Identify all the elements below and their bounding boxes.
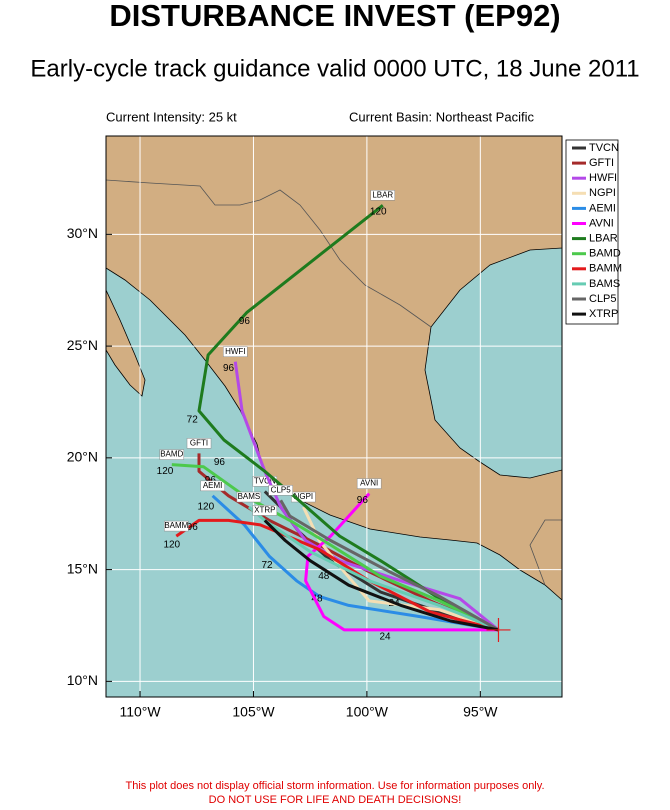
- tag-box: [370, 190, 396, 201]
- y-tick-label: 10°N: [67, 672, 98, 688]
- axes: 110°W 105°W 100°W 95°W 10°N 15°N 20°N 25°N 30°N: [67, 225, 499, 720]
- track: [263, 519, 499, 632]
- subtitle: Early-cycle track guidance valid 0000 UT…: [30, 55, 639, 82]
- legend-label: XTRP: [589, 308, 618, 320]
- legend-label: BAMS: [589, 278, 620, 290]
- border: [106, 179, 432, 328]
- track: [279, 499, 500, 632]
- tag-box: [236, 491, 262, 503]
- legend-label: LBAR: [589, 233, 618, 245]
- land: [106, 136, 562, 601]
- tracks: 2448TVCN96GFTI96HWFINGPI4872120AEMI2496A…: [157, 190, 511, 642]
- legend-label: AEMI: [589, 202, 616, 214]
- tag-box: [268, 485, 293, 496]
- legend: [565, 139, 619, 325]
- track: [197, 453, 500, 632]
- legend-label: HWFI: [589, 172, 617, 184]
- tag-box: [200, 480, 225, 492]
- x-tick-label: 95°W: [463, 704, 498, 720]
- tag-box: [159, 449, 185, 460]
- hour-label: 24: [379, 631, 391, 642]
- hour-label: 96: [214, 457, 226, 468]
- tag-box: [164, 520, 189, 532]
- initial-position: [486, 617, 511, 642]
- track: [171, 463, 500, 632]
- hour-label: 72: [187, 414, 199, 425]
- hour-label: 120: [163, 540, 180, 551]
- title: DISTURBANCE INVEST (EP92): [109, 0, 560, 33]
- tag-box: [186, 438, 212, 449]
- x-tick-label: 110°W: [119, 704, 161, 720]
- tag-label: BAMM: [164, 521, 188, 530]
- x-tick-label: 100°W: [346, 704, 389, 720]
- x-tick-label: 105°W: [232, 704, 275, 720]
- y-tick-label: 15°N: [67, 560, 98, 576]
- legend-entries: TVCN GFTI HWFI NGPI AEMI AVNI LBAR BAMD BAMM BAMS…: [572, 142, 622, 320]
- hour-label: 120: [157, 466, 174, 477]
- tag-label: TVCN: [254, 476, 276, 485]
- tag-box: [252, 505, 278, 516]
- hour-label: 96: [239, 316, 251, 327]
- legend-label: GFTI: [589, 157, 614, 169]
- disclaimer: This plot does not display official stor…: [125, 780, 544, 792]
- hour-label: 96: [357, 495, 369, 506]
- basin: Current Basin: Northeast Pacific: [349, 109, 534, 124]
- hour-label: 72: [262, 560, 274, 571]
- track: [233, 361, 500, 632]
- legend-label: NGPI: [589, 187, 616, 199]
- track: [247, 505, 500, 632]
- tag-label: AEMI: [203, 481, 223, 490]
- legend-label: CLP5: [589, 293, 617, 305]
- tag-label: CLP5: [271, 485, 292, 494]
- hour-label: 120: [197, 502, 214, 513]
- baja: [106, 289, 146, 397]
- tag-label: AVNI: [360, 479, 378, 488]
- grid: [106, 136, 562, 697]
- legend-label: BAMM: [589, 263, 622, 275]
- hour-label: 96: [205, 475, 217, 486]
- frame: [105, 135, 563, 698]
- y-tick-label: 30°N: [67, 225, 98, 241]
- tag-label: BAMD: [160, 450, 183, 459]
- tag-label: HWFI: [225, 347, 245, 356]
- border: [529, 519, 562, 586]
- tag-box: [223, 346, 248, 357]
- map-area: 2448TVCN96GFTI96HWFINGPI4872120AEMI2496A…: [106, 136, 562, 697]
- tag-label: NGPI: [294, 492, 314, 501]
- tag-label: BAMS: [238, 492, 261, 501]
- tag-box: [291, 491, 316, 503]
- track: [304, 492, 499, 632]
- intensity: Current Intensity: 25 kt: [106, 109, 237, 124]
- disclaimer: DO NOT USE FOR LIFE AND DEATH DECISIONS!: [209, 794, 462, 806]
- tag-label: LBAR: [372, 190, 393, 199]
- legend-label: TVCN: [589, 142, 619, 154]
- tag-label: XTRP: [254, 506, 275, 515]
- tag-label: GFTI: [190, 438, 208, 447]
- hour-label: 96: [187, 522, 199, 533]
- hour-label: 96: [223, 363, 235, 374]
- tag-box: [356, 478, 382, 489]
- y-tick-label: 25°N: [67, 337, 98, 353]
- legend-label: BAMD: [589, 248, 621, 260]
- y-tick-label: 20°N: [67, 449, 98, 465]
- legend-label: AVNI: [589, 217, 614, 229]
- hour-label: 120: [370, 207, 387, 218]
- hour-label: 48: [318, 571, 330, 582]
- hour-label: 48: [311, 593, 323, 604]
